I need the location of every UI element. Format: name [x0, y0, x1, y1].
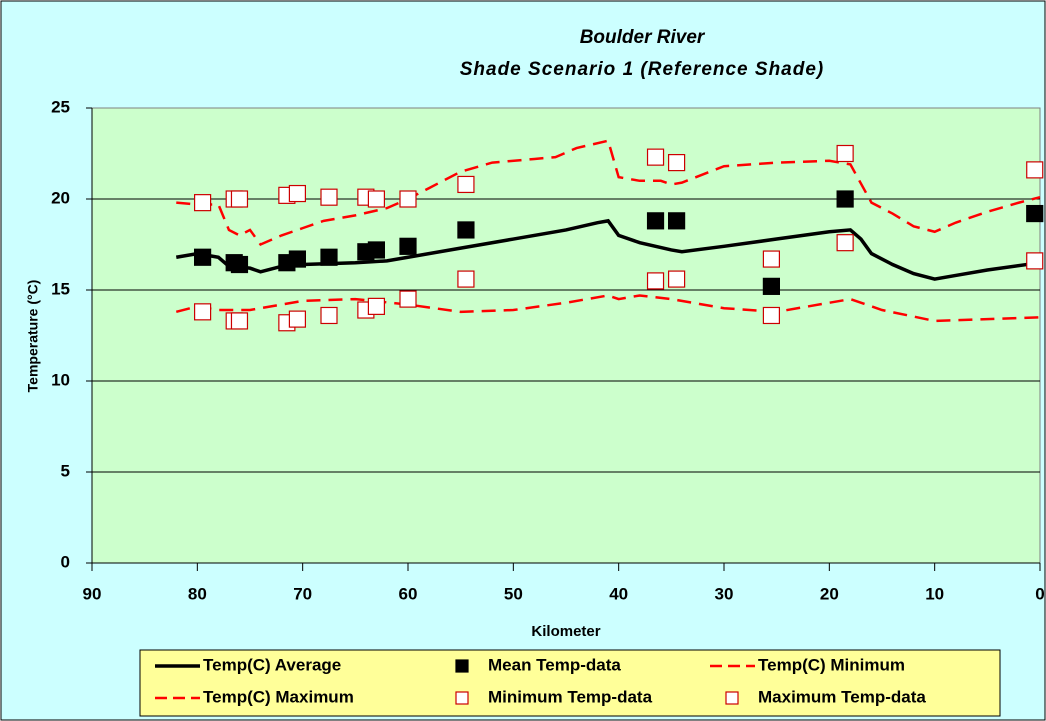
- data-point: [667, 270, 686, 288]
- legend-swatch: [455, 691, 469, 705]
- legend-label: Temp(C) Maximum: [203, 687, 354, 706]
- data-point: [762, 277, 781, 295]
- y-tick-label: 15: [51, 279, 70, 298]
- data-point: [667, 212, 686, 230]
- data-point: [367, 190, 385, 208]
- y-tick-label: 0: [61, 552, 70, 571]
- chart-subtitle: Shade Scenario 1 (Reference Shade): [460, 59, 825, 80]
- data-point: [399, 190, 417, 208]
- data-point: [457, 270, 475, 288]
- data-point: [646, 272, 665, 290]
- data-point: [320, 248, 338, 266]
- x-tick-label: 10: [925, 584, 944, 603]
- chart-title: Boulder River: [580, 27, 706, 48]
- legend-label: Maximum Temp-data: [758, 687, 926, 706]
- data-point: [457, 175, 475, 194]
- data-point: [367, 297, 385, 315]
- legend-label: Temp(C) Minimum: [758, 655, 905, 674]
- data-point: [230, 255, 249, 274]
- data-point: [194, 194, 212, 212]
- data-point: [646, 212, 665, 230]
- series-line: [175, 294, 1041, 323]
- data-point: [194, 248, 212, 266]
- data-point: [230, 312, 249, 330]
- x-tick-label: 90: [83, 584, 102, 603]
- series-line: [175, 218, 1041, 281]
- data-point: [646, 148, 665, 166]
- x-tick-label: 30: [715, 584, 734, 603]
- data-point: [399, 237, 417, 255]
- x-tick-label: 70: [293, 584, 312, 603]
- legend-swatch: [455, 659, 469, 673]
- plot-area: [91, 107, 1041, 564]
- x-tick-label: 60: [399, 584, 418, 603]
- data-point: [1026, 252, 1044, 270]
- legend-label: Temp(C) Average: [203, 655, 341, 674]
- data-point: [836, 144, 854, 163]
- x-tick-label: 40: [609, 584, 628, 603]
- data-point: [399, 290, 417, 308]
- y-axis-label: Temperature (°C): [25, 280, 41, 393]
- data-point: [288, 310, 306, 328]
- series-line: [176, 139, 1041, 247]
- legend-label: Minimum Temp-data: [488, 687, 653, 706]
- legend-label: Mean Temp-data: [488, 655, 621, 674]
- data-point: [320, 188, 338, 206]
- data-point: [1026, 161, 1044, 179]
- data-point: [288, 184, 306, 203]
- y-tick-label: 20: [51, 188, 70, 207]
- x-tick-label: 0: [1035, 584, 1044, 603]
- data-point: [836, 190, 854, 208]
- data-point: [836, 234, 854, 252]
- data-point: [762, 306, 781, 325]
- y-tick-label: 5: [61, 461, 70, 480]
- data-point: [320, 306, 338, 325]
- data-point: [367, 241, 385, 259]
- y-tick-label: 25: [51, 97, 70, 116]
- legend: [139, 649, 1001, 717]
- x-tick-label: 50: [504, 584, 523, 603]
- data-point: [230, 190, 249, 208]
- x-tick-label: 20: [820, 584, 839, 603]
- x-tick-label: 80: [188, 584, 207, 603]
- data-point: [288, 250, 306, 268]
- data-point: [457, 221, 475, 239]
- y-tick-label: 10: [51, 370, 70, 389]
- data-point: [194, 303, 212, 321]
- x-axis-label: Kilometer: [531, 623, 600, 640]
- data-point: [667, 154, 686, 172]
- data-point: [762, 250, 781, 268]
- data-point: [1026, 204, 1044, 223]
- legend-swatch: [725, 691, 739, 705]
